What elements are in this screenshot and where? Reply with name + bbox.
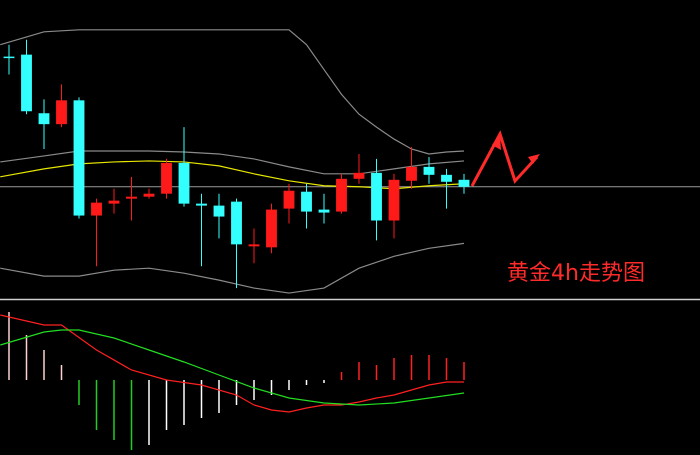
arrow-head: [528, 154, 540, 164]
trend-arrow: [470, 130, 539, 187]
candle-body: [266, 209, 277, 248]
indicator-line: [0, 29, 465, 155]
candle-body: [388, 179, 400, 221]
indicator-line: [0, 314, 464, 413]
candle-body: [108, 200, 120, 204]
candle-body: [406, 166, 417, 181]
candle-body: [196, 203, 207, 206]
indicator-line: [0, 242, 465, 294]
candle-body: [21, 54, 32, 112]
candle-body: [91, 202, 102, 216]
candle-body: [178, 162, 190, 204]
candle-body: [458, 179, 470, 187]
candle-body: [248, 244, 260, 247]
indicator-line: [0, 329, 465, 406]
candle-body: [3, 56, 15, 59]
candle-body: [283, 190, 295, 209]
candle-body: [231, 201, 242, 245]
indicator-line: [0, 160, 465, 190]
candle-body: [126, 196, 137, 199]
candle-body: [423, 166, 435, 175]
candle-body: [161, 162, 172, 194]
annotation: 黄金4h走势图: [507, 261, 645, 286]
candle-body: [371, 172, 382, 221]
candle-body: [318, 209, 330, 213]
candle-body: [38, 113, 50, 125]
candle-body: [56, 100, 67, 125]
candle-body: [73, 100, 85, 216]
candle-body: [441, 174, 452, 182]
candle-body: [143, 193, 155, 197]
candle-body: [301, 191, 312, 212]
candle-body: [336, 178, 347, 212]
candle-body: [353, 172, 365, 179]
candle-body: [213, 205, 225, 217]
indicator-line: [0, 150, 465, 175]
arrow-head: [492, 134, 501, 150]
